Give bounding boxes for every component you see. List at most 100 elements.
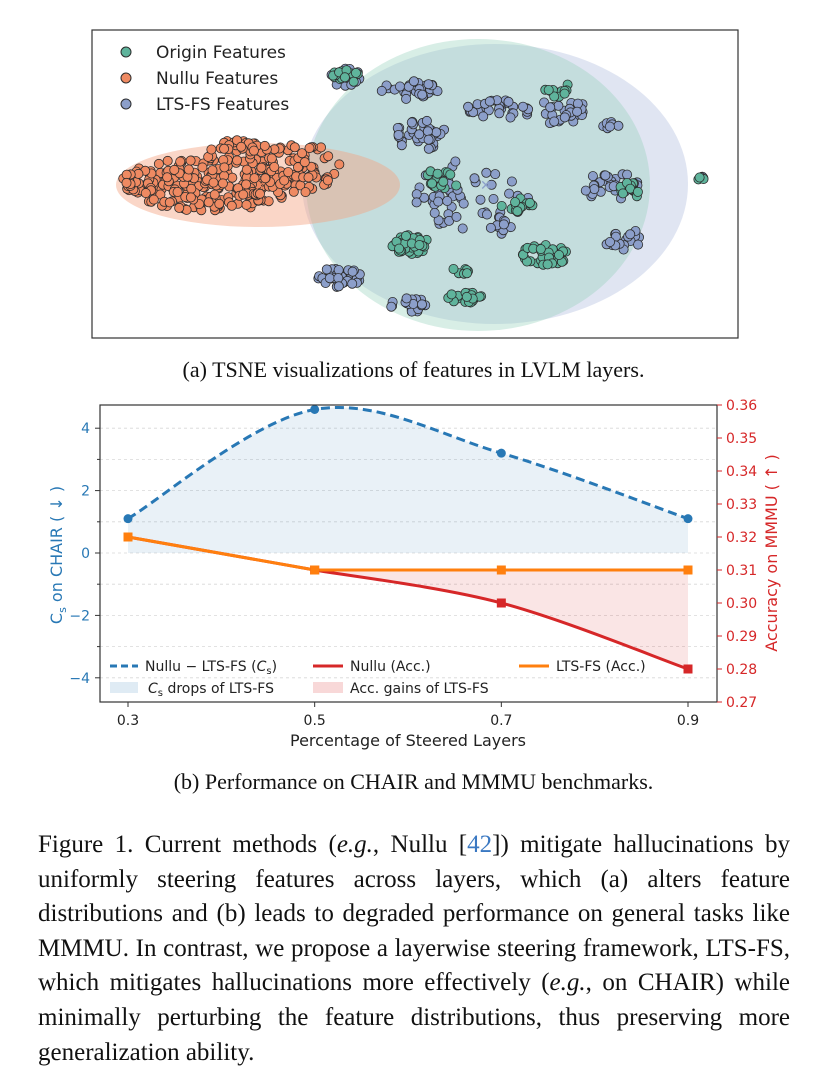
figure-caption: Figure 1. Current methods (e.g., Nullu [… [38,831,790,1066]
ltsfs-point [481,167,492,178]
line-ltsfs-acc [127,535,688,572]
tsne-legend: Origin Features Nullu Features LTS-FS Fe… [120,43,289,115]
ltsfs-acc-point [310,565,320,575]
ltsfs-point [442,195,453,206]
nullu-point [283,167,294,178]
legend-ltsfs-marker [120,98,132,110]
nullu-point [203,197,214,208]
ltsfs-point [589,184,600,195]
origin-point [617,188,628,199]
ltsfs-point [324,273,335,284]
ltsfs-point [333,273,344,284]
citation-link[interactable]: 42 [467,831,493,858]
origin-point [559,88,570,99]
ltsfs-point [423,143,434,154]
nullu-point [148,194,159,205]
origin-point [632,186,643,197]
legend-acc-fill-label: Acc. gains of LTS-FS [350,681,489,697]
ltsfs-point [457,223,468,234]
nullu-center-marker: ✕ [255,179,265,193]
legend-origin-marker [120,46,132,58]
cs-point [310,404,320,414]
nullu-acc-point [496,598,506,608]
ltsfs-point [580,185,591,196]
caption-b: (b) Performance on CHAIR and MMMU benchm… [173,769,654,794]
ltsfs-point [463,101,474,112]
left-tick-label: 2 [81,484,90,500]
legend-cs-fill [110,682,138,693]
x-tick-label: 0.9 [677,713,699,729]
legend-ltsfs-acc-label: LTS-FS (Acc.) [556,659,646,675]
ltsfs-point [414,129,425,140]
origin-point [535,244,546,255]
nullu-point [300,187,311,198]
fill-cs-drops [128,407,688,553]
right-tick-label: 0.27 [726,695,757,711]
ltsfs-point [321,264,332,275]
ltsfs-point [394,81,405,92]
ltsfs-point [587,171,598,182]
legend-nullu-label: Nullu Features [156,69,278,89]
legend-acc-fill [313,682,343,693]
nullu-point [197,162,208,173]
nullu-point [208,177,219,188]
ltsfs-point [633,239,644,250]
ltsfs-point [549,116,560,127]
origin-point [510,197,521,208]
nullu-point [217,178,228,189]
figure-label: Figure 1. [38,831,134,858]
nullu-point [238,189,249,200]
ltsfs-point [553,100,564,111]
ltsfs-point [411,197,422,208]
ltsfs-point [417,89,428,100]
nullu-point [121,177,132,188]
fill-acc-gains [314,570,688,669]
x-tick-label: 0.7 [490,713,512,729]
ltsfs-point [401,293,412,304]
origin-point [694,172,705,183]
cs-point [123,514,133,524]
ltsfs-point [408,76,419,87]
x-tick-label: 0.3 [117,713,139,729]
origin-point [543,85,554,96]
nullu-point [241,179,252,190]
origin-point [461,268,472,279]
right-tick-label: 0.28 [726,662,757,678]
ltsfs-point [613,120,624,131]
right-tick-label: 0.32 [726,530,757,546]
ltsfs-point [604,121,615,132]
ltsfs-point [484,96,495,107]
nullu-point [279,175,290,186]
origin-point [554,249,565,260]
nullu-point [248,145,259,156]
cs-point [683,514,693,524]
right-tick-label: 0.29 [726,629,757,645]
right-axis-label: Accuracy on MMMU ( ↑ ) [762,454,781,651]
nullu-point [249,173,260,184]
ltsfs-acc-point [683,565,693,575]
ltsfs-point [423,79,434,90]
origin-point [414,239,425,250]
ltsfs-acc-point [123,532,133,542]
legend-dashed-label: Nullu − LTS-FS (Cs) [145,659,277,677]
ltsfs-point [605,236,616,247]
ltsfs-point [485,222,496,233]
ltsfs-point [494,108,505,119]
nullu-point [174,202,185,213]
nullu-point [164,197,175,208]
ltsfs-point [518,101,529,112]
tsne-scatter [118,63,709,317]
ltsfs-point [406,117,417,128]
origin-point [451,180,462,191]
chart-legend: Nullu − LTS-FS (Cs) Nullu (Acc.) LTS-FS … [110,659,646,699]
origin-point [394,243,405,254]
ltsfs-point [490,169,501,180]
nullu-point [241,199,252,210]
nullu-point [322,175,333,186]
chart-ticks: 4 2 0 −2 −4 0.36 0.35 0.34 0.33 0.32 0.31 0.30 0.29 0… [69,398,757,729]
ltsfs-point [333,281,344,292]
nullu-point [303,172,314,183]
ltsfs-point [506,176,517,187]
ltsfs-point [376,85,387,96]
origin-point [400,230,411,241]
